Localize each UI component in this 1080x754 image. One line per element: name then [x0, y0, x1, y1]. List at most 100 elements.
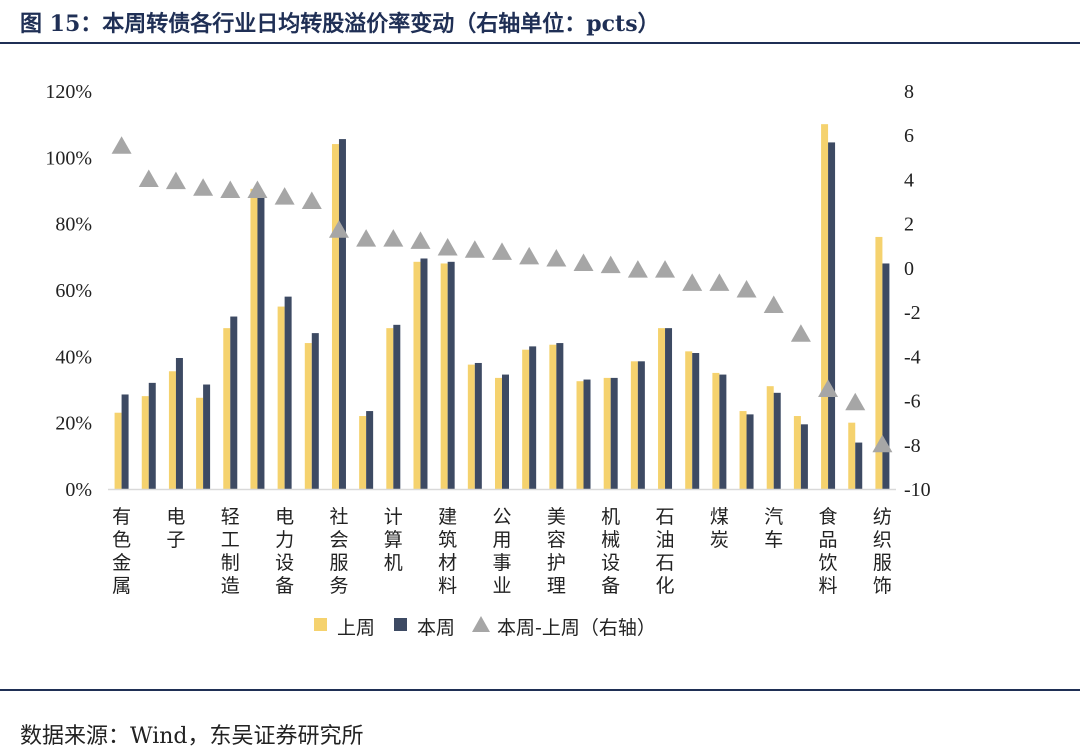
right-tick-label: -10 [904, 479, 931, 501]
category-labels: 有色金属 电子 轻工制造 电力设备 社会服务 计算机 建筑材料 公用事业 美容护理 机械设备 石油石… [112, 506, 892, 597]
bar-this-week [257, 195, 265, 489]
legend-label: 上周 [337, 617, 375, 639]
bar-this-week [121, 394, 129, 489]
bar-last-week [712, 372, 720, 489]
chart-svg: 0%20%40%60%80%100%120% -10-8-6-4-202468 … [45, 81, 931, 639]
bar-this-week [420, 258, 428, 489]
bar-last-week [196, 397, 204, 489]
title-rule [0, 42, 1080, 44]
bar-this-week [311, 333, 319, 489]
bar-last-week [413, 261, 421, 489]
marker-diff [492, 242, 512, 260]
marker-diff [193, 178, 214, 196]
marker-diff [519, 246, 540, 265]
legend-label: 本周-上周（右轴） [497, 617, 656, 639]
marker-diff [356, 229, 377, 247]
bar-this-week [882, 263, 890, 489]
bar-this-week [773, 392, 781, 489]
category-label: 电子 [166, 506, 185, 551]
bar-last-week [331, 144, 339, 490]
marker-diff [845, 392, 866, 411]
category-label: 汽车 [764, 506, 783, 551]
marker-diff [437, 237, 458, 256]
bar-this-week [610, 377, 618, 489]
bar-this-week [338, 139, 346, 489]
bar-this-week [175, 357, 183, 489]
bar-last-week [603, 377, 611, 489]
bar-this-week [828, 142, 836, 490]
marker-diff [627, 260, 648, 278]
right-tick-label: -6 [904, 391, 921, 413]
bar-this-week [148, 382, 156, 489]
marker-diff [301, 191, 322, 210]
bar-last-week [250, 188, 258, 489]
bar-series [114, 124, 890, 490]
marker-diff [573, 253, 594, 271]
marker-series [111, 136, 893, 453]
bar-last-week [440, 263, 448, 489]
right-tick-label: -8 [904, 435, 921, 457]
marker-diff [328, 220, 349, 238]
marker-diff [600, 255, 621, 274]
bar-last-week [522, 349, 530, 489]
category-label: 有色金属 [112, 506, 131, 597]
left-axis: 0% 20% 40% 60% 80% 100% 120% [45, 81, 92, 501]
bar-last-week [630, 361, 638, 489]
marker-diff [682, 273, 703, 291]
left-tick-label: 20% [55, 413, 92, 435]
marker-diff [410, 231, 431, 249]
bar-this-week [719, 374, 727, 489]
legend-swatch [314, 618, 327, 631]
bar-this-week [556, 343, 564, 489]
bar-last-week [821, 124, 829, 490]
left-tick-label: 100% [45, 147, 92, 169]
bar-last-week [549, 344, 557, 489]
right-tick-label: 0 [904, 258, 914, 280]
category-label: 社会服务 [329, 506, 348, 597]
bar-last-week [848, 422, 856, 489]
bar-this-week [800, 424, 808, 489]
category-label: 建筑材料 [438, 506, 457, 597]
marker-diff [736, 280, 757, 298]
marker-diff [546, 249, 567, 267]
right-tick-label: 4 [904, 169, 914, 191]
bar-this-week [746, 414, 754, 489]
bar-last-week [766, 386, 774, 489]
left-tick-label: 40% [55, 346, 92, 368]
legend-label: 本周 [417, 617, 455, 639]
bar-last-week [141, 396, 149, 489]
bar-last-week [658, 328, 666, 489]
marker-diff [709, 273, 730, 291]
left-tick-label: 0% [65, 479, 92, 501]
category-label: 计算机 [384, 506, 403, 574]
marker-diff [138, 169, 159, 187]
bar-this-week [665, 328, 673, 489]
category-label: 公用事业 [492, 506, 511, 597]
bar-this-week [230, 316, 238, 489]
right-tick-label: -4 [904, 346, 921, 368]
bar-last-week [793, 416, 801, 489]
bar-this-week [393, 324, 401, 489]
marker-diff [872, 434, 893, 453]
bar-last-week [685, 351, 693, 489]
bar-this-week [284, 296, 292, 489]
category-label: 食品饮料 [819, 506, 838, 597]
bar-last-week [875, 236, 883, 489]
bar-last-week [467, 364, 475, 489]
source-rule [0, 689, 1080, 691]
bar-last-week [114, 412, 122, 489]
marker-diff [655, 260, 676, 278]
right-tick-label: 8 [904, 81, 914, 103]
marker-diff [383, 229, 404, 247]
left-tick-label: 120% [45, 81, 92, 103]
right-tick-label: 6 [904, 125, 914, 147]
marker-diff [247, 180, 268, 198]
right-axis: -10 -8 -6 -4 -2 0 2 4 6 8 [904, 81, 931, 501]
bar-this-week [692, 353, 700, 489]
bar-this-week [583, 379, 591, 489]
bar-this-week [474, 362, 482, 489]
bar-last-week [739, 411, 747, 489]
category-label: 石油石化 [656, 506, 675, 597]
marker-diff [464, 240, 485, 258]
category-label: 机械设备 [601, 506, 620, 597]
